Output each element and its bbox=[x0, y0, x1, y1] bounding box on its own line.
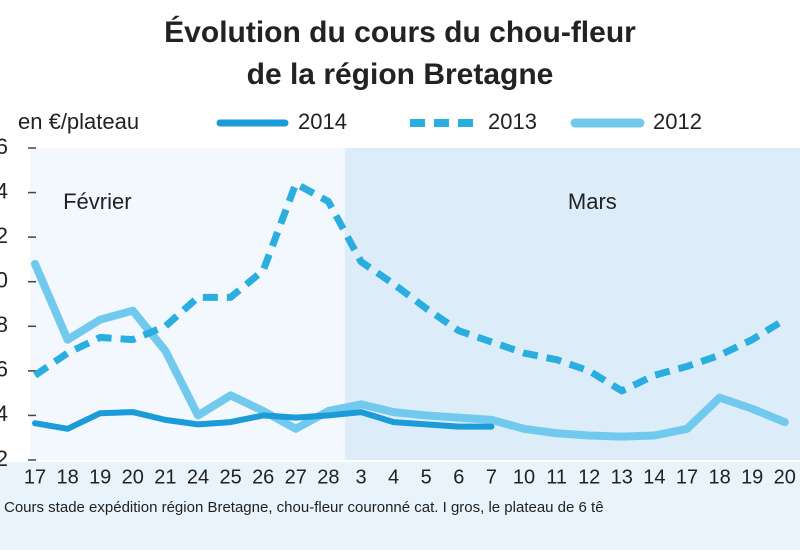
x-tick-label: 20 bbox=[774, 466, 796, 488]
y-tick-label: 10 bbox=[0, 268, 8, 293]
x-tick-label: 18 bbox=[56, 466, 78, 488]
y-tick-label: 12 bbox=[0, 223, 8, 248]
x-tick-label: 7 bbox=[486, 466, 497, 488]
y-tick-label: 14 bbox=[0, 178, 8, 203]
chart-title: de la région Bretagne bbox=[247, 58, 554, 91]
y-tick-label: 16 bbox=[0, 134, 8, 159]
legend-label: 2014 bbox=[298, 109, 347, 134]
x-tick-label: 25 bbox=[219, 466, 241, 488]
x-tick-label: 17 bbox=[676, 466, 698, 488]
x-tick-label: 12 bbox=[578, 466, 600, 488]
period-label: Février bbox=[63, 189, 131, 214]
x-tick-label: 13 bbox=[611, 466, 633, 488]
series-line bbox=[33, 180, 787, 395]
x-tick-label: 27 bbox=[285, 466, 307, 488]
x-tick-label: 28 bbox=[317, 466, 339, 488]
y-tick-label: 2 bbox=[0, 446, 8, 471]
x-tick-label: 20 bbox=[122, 466, 144, 488]
x-tick-label: 21 bbox=[154, 466, 176, 488]
x-tick-label: 6 bbox=[453, 466, 464, 488]
x-tick-label: 4 bbox=[388, 466, 399, 488]
y-axis-label: en €/plateau bbox=[18, 109, 139, 134]
legend-label: 2012 bbox=[653, 109, 702, 134]
y-tick-label: 6 bbox=[0, 357, 8, 382]
x-tick-label: 19 bbox=[741, 466, 763, 488]
series-line bbox=[32, 409, 495, 432]
x-tick-label: 3 bbox=[355, 466, 366, 488]
y-tick-label: 4 bbox=[0, 401, 8, 426]
x-tick-label: 10 bbox=[513, 466, 535, 488]
x-tick-label: 26 bbox=[252, 466, 274, 488]
x-tick-label: 17 bbox=[24, 466, 46, 488]
series-line bbox=[31, 259, 789, 441]
x-tick-label: 5 bbox=[421, 466, 432, 488]
legend-label: 2013 bbox=[488, 109, 537, 134]
period-label: Mars bbox=[568, 189, 617, 214]
x-tick-label: 19 bbox=[89, 466, 111, 488]
x-tick-label: 14 bbox=[643, 466, 665, 488]
axis-band bbox=[0, 462, 800, 550]
x-tick-label: 18 bbox=[708, 466, 730, 488]
chart-title: Évolution du cours du chou-fleur bbox=[164, 15, 636, 49]
x-tick-label: 24 bbox=[187, 466, 209, 488]
y-tick-label: 8 bbox=[0, 312, 8, 337]
x-tick-label: 11 bbox=[546, 466, 567, 488]
source-note: Cours stade expédition région Bretagne, … bbox=[4, 499, 604, 516]
